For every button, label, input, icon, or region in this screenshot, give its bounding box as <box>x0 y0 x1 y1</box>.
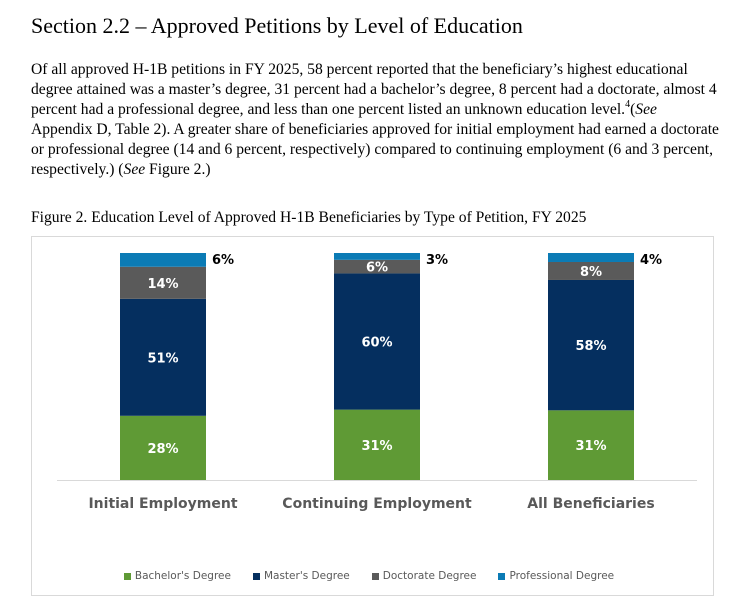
data-label: 51% <box>147 351 178 366</box>
legend-item: Professional Degree <box>498 568 614 584</box>
bar-segment-professional-degree-3 <box>548 253 634 262</box>
paragraph-text-2: ( <box>630 101 636 118</box>
bar-segment-professional-degree-1 <box>120 253 206 267</box>
legend-label: Professional Degree <box>509 570 615 582</box>
see-emphasis: See <box>635 101 657 118</box>
category-label: All Beneficiaries <box>527 496 654 512</box>
data-label: 3% <box>426 253 448 268</box>
bar-segment-bachelor-s-degree-2 <box>334 409 420 480</box>
data-label: 4% <box>640 253 662 268</box>
legend-swatch <box>252 572 260 580</box>
paragraph-text-1: Of all approved H-1B petitions in FY 202… <box>31 61 717 118</box>
paragraph-text-3: Appendix D, Table 2). A greater share of… <box>31 121 719 178</box>
legend-item: Master's Degree <box>252 568 350 584</box>
category-label: Initial Employment <box>88 496 237 512</box>
data-label: 28% <box>147 442 178 457</box>
legend-swatch <box>498 572 506 580</box>
body-paragraph: Of all approved H-1B petitions in FY 202… <box>31 60 721 180</box>
legend-label: Bachelor's Degree <box>134 570 231 582</box>
legend-label: Doctorate Degree <box>382 570 477 582</box>
data-label: 6% <box>212 253 234 268</box>
bar-segment-master-s-degree-3 <box>548 279 634 411</box>
figure-caption: Figure 2. Education Level of Approved H-… <box>31 209 587 226</box>
category-label: Continuing Employment <box>282 496 472 512</box>
bar-segment-doctorate-degree-1 <box>120 266 206 299</box>
data-label: 31% <box>361 439 392 454</box>
data-label: 6% <box>366 261 388 276</box>
data-label: 8% <box>580 265 602 280</box>
bar-segment-bachelor-s-degree-3 <box>548 410 634 480</box>
bar-segment-doctorate-degree-3 <box>548 261 634 280</box>
bar-segment-master-s-degree-2 <box>334 273 420 410</box>
bar-segment-professional-degree-2 <box>334 253 420 260</box>
bar-segment-bachelor-s-degree-1 <box>120 415 206 480</box>
bar-segment-master-s-degree-1 <box>120 298 206 416</box>
data-label: 31% <box>575 439 606 454</box>
data-label: 60% <box>361 336 392 351</box>
data-label: 14% <box>147 277 178 292</box>
footnote-marker[interactable]: 4 <box>625 98 631 110</box>
legend-item: Doctorate Degree <box>371 568 477 584</box>
legend-swatch <box>123 572 131 580</box>
legend-item: Bachelor's Degree <box>123 568 231 584</box>
data-label: 58% <box>575 339 606 354</box>
see-emphasis-2: See <box>123 161 146 178</box>
bar-segment-doctorate-degree-2 <box>334 259 420 274</box>
legend-swatch <box>371 572 379 580</box>
chart-legend: Bachelor's Degree Master's Degree Doctorat… <box>0 568 738 584</box>
paragraph-text-4: Figure 2.) <box>145 161 211 178</box>
legend-label: Master's Degree <box>263 570 350 582</box>
section-heading: Section 2.2 – Approved Petitions by Leve… <box>31 13 523 38</box>
